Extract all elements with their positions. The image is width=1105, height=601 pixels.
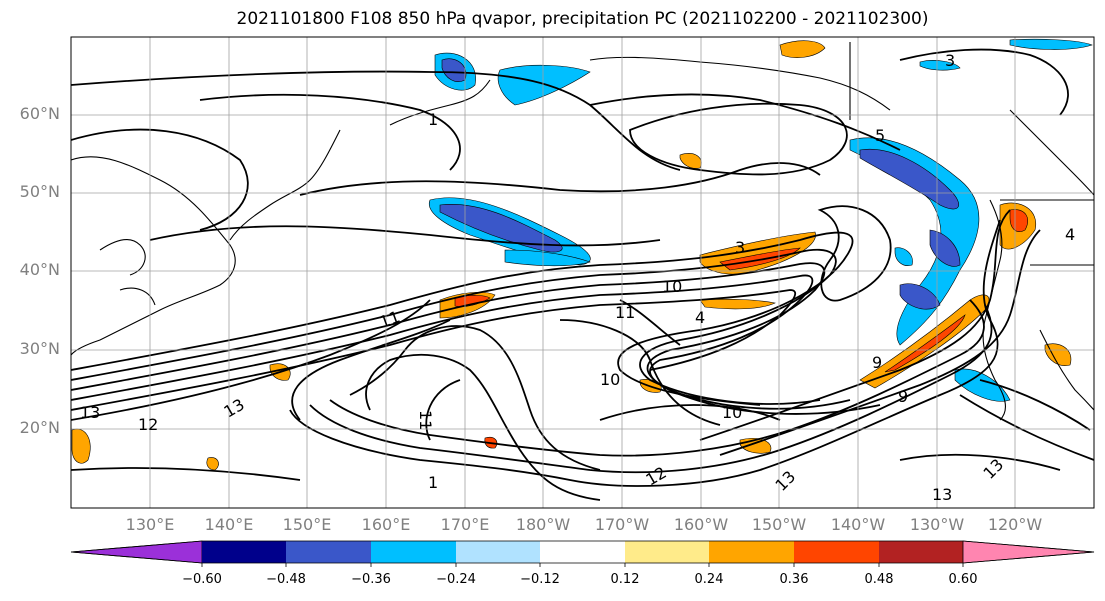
colorbar-tick-label: −0.12 — [520, 572, 560, 587]
colorbar-bin — [540, 541, 625, 563]
contour-label: 1 — [428, 110, 438, 129]
contour-label: 9 — [898, 387, 908, 406]
lon-label-170w: 170°W — [594, 515, 650, 534]
contour-label: 13 — [932, 485, 952, 504]
lon-label-170e: 170°E — [440, 515, 490, 534]
lon-label-180w: 180°W — [515, 515, 571, 534]
contour-label: 9 — [872, 353, 882, 372]
colorbar-bin — [286, 541, 371, 563]
contour-label: 10 — [662, 277, 682, 296]
lat-label-30n: 30°N — [19, 339, 60, 358]
colorbar-extend-high — [962, 540, 1095, 564]
contour-label: 4 — [1065, 225, 1075, 244]
contour-label: 11 — [416, 410, 435, 430]
contour-label: 11 — [615, 303, 635, 322]
colorbar — [70, 540, 1095, 567]
colorbar-tick-label: −0.48 — [266, 572, 306, 587]
colorbar-bin — [456, 541, 540, 563]
lon-label-140e: 140°E — [204, 515, 254, 534]
colorbar-bin — [371, 541, 456, 563]
chart-title: 2021101800 F108 850 hPa qvapor, precipit… — [236, 9, 929, 29]
contour-label: 3 — [735, 238, 745, 257]
contour-label: 12 — [138, 415, 158, 434]
lon-label-150e: 150°E — [282, 515, 332, 534]
colorbar-tick-label: 0.60 — [948, 572, 978, 587]
contour-label: 1 — [428, 473, 438, 492]
colorbar-tick-label: 0.36 — [779, 572, 809, 587]
colorbar-bin — [794, 541, 879, 563]
lat-label-50n: 50°N — [19, 182, 60, 201]
lat-label-60n: 60°N — [19, 104, 60, 123]
graticule — [71, 37, 1094, 508]
colorbar-extend-low — [70, 540, 203, 564]
qvapor-contours — [71, 48, 1094, 501]
contour-label: 5 — [875, 126, 885, 145]
colorbar-tick-label: 0.24 — [694, 572, 724, 587]
lat-label-20n: 20°N — [19, 418, 60, 437]
lon-label-130e: 130°E — [125, 515, 175, 534]
lon-label-130w: 130°W — [909, 515, 965, 534]
map-background — [71, 37, 1094, 508]
colorbar-bin — [202, 541, 286, 563]
lon-label-150w: 150°W — [751, 515, 807, 534]
map-frame — [70, 36, 1095, 509]
colorbar-bin — [709, 541, 794, 563]
colorbar-tick-label: −0.36 — [351, 572, 391, 587]
contour-label: 3 — [945, 51, 955, 70]
lon-label-160e: 160°E — [361, 515, 411, 534]
contour-label: 10 — [722, 403, 742, 422]
lon-label-120w: 120°W — [987, 515, 1043, 534]
colorbar-tick-label: 0.48 — [864, 572, 894, 587]
contour-label: 13 — [80, 403, 100, 422]
colorbar-tick-label: −0.24 — [436, 572, 476, 587]
colorbar-tick-label: 0.12 — [610, 572, 640, 587]
coastlines — [71, 42, 1094, 421]
contour-label: 10 — [600, 370, 620, 389]
lon-label-160w: 160°W — [673, 515, 729, 534]
colorbar-bin — [879, 541, 963, 563]
precip-shading-negative — [428, 38, 1093, 402]
lat-label-40n: 40°N — [19, 260, 60, 279]
colorbar-tick-label: −0.60 — [182, 572, 222, 587]
lon-label-140w: 140°W — [830, 515, 886, 534]
contour-label: 4 — [695, 308, 705, 327]
colorbar-bin — [625, 541, 709, 563]
